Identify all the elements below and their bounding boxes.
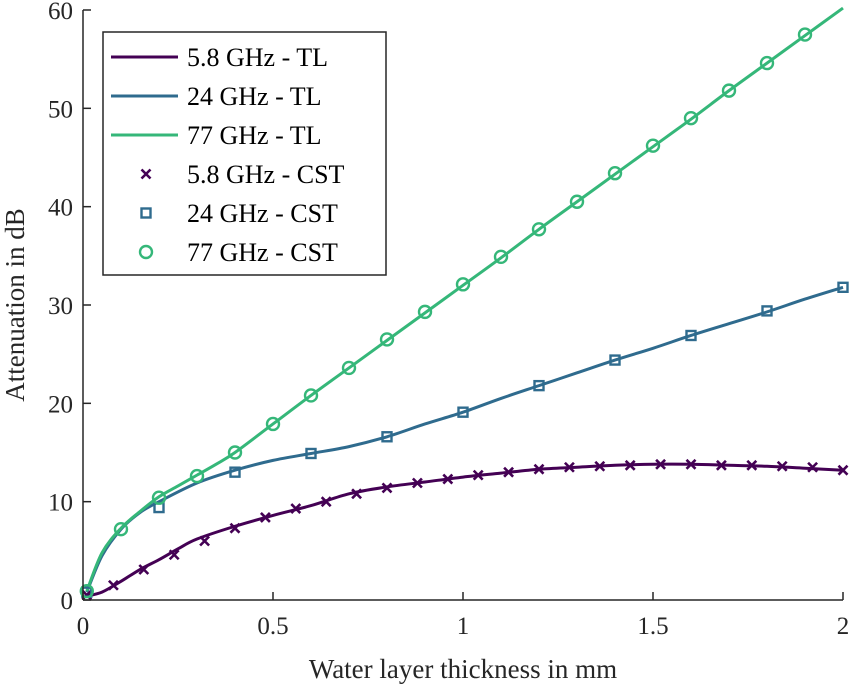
data-point-4-7 [609, 354, 621, 366]
data-point-4-3 [305, 447, 317, 460]
legend-marker-3 [140, 168, 152, 180]
data-point-4-4 [381, 431, 393, 443]
data-point-4-9 [761, 305, 773, 317]
data-point-3-25 [837, 464, 849, 476]
data-point-3-6 [259, 511, 271, 523]
data-point-3-11 [411, 477, 423, 489]
data-point-5-11 [493, 249, 509, 265]
legend-marker-5 [138, 244, 154, 260]
data-point-3-12 [442, 473, 454, 485]
x-tick-label: 1 [457, 613, 470, 640]
legend-label-4: 24 GHz - CST [187, 199, 338, 228]
data-point-3-16 [563, 461, 575, 473]
data-point-5-18 [759, 55, 775, 71]
data-point-4-10 [837, 281, 849, 293]
data-point-5-16 [683, 110, 699, 126]
y-tick-label: 50 [48, 96, 73, 123]
data-point-5-13 [569, 194, 585, 209]
data-point-3-2 [138, 564, 150, 575]
x-tick-label: 0.5 [257, 613, 288, 640]
data-point-5-0 [79, 583, 95, 599]
data-point-3-17 [594, 460, 606, 472]
data-point-4-8 [685, 329, 697, 342]
y-tick-label: 60 [48, 0, 73, 25]
data-point-3-15 [533, 463, 545, 475]
x-tick-label: 2 [837, 613, 850, 640]
series-line-0 [86, 462, 844, 598]
series-line-1 [85, 285, 844, 593]
data-point-3-13 [472, 469, 484, 481]
data-point-3-3 [168, 549, 180, 561]
data-point-5-9 [417, 304, 433, 320]
data-point-3-9 [351, 488, 363, 500]
data-point-5-15 [645, 138, 661, 153]
y-axis-label: Attenuation in dB [0, 208, 30, 401]
data-point-5-14 [607, 166, 623, 181]
data-point-3-8 [320, 496, 332, 508]
legend-label-3: 5.8 GHz - CST [187, 160, 345, 189]
data-point-5-19 [797, 27, 813, 42]
series-line-2 [85, 6, 844, 592]
data-point-5-17 [721, 83, 737, 98]
data-point-3-1 [107, 579, 119, 591]
data-point-5-5 [265, 416, 281, 432]
data-point-3-10 [381, 482, 393, 494]
data-point-5-2 [151, 490, 167, 505]
data-point-4-6 [533, 379, 545, 392]
data-point-5-10 [455, 277, 471, 292]
y-tick-label: 40 [48, 195, 73, 222]
data-point-3-21 [715, 459, 727, 471]
data-point-3-7 [290, 503, 302, 514]
legend-marker-4 [140, 207, 152, 219]
data-point-3-14 [503, 466, 515, 478]
data-point-3-5 [229, 522, 241, 534]
data-point-3-23 [776, 460, 788, 472]
data-point-3-24 [807, 461, 819, 473]
x-tick-label: 1.5 [637, 613, 668, 640]
legend-label-5: 77 GHz - CST [187, 238, 338, 267]
data-point-5-3 [189, 468, 205, 484]
y-tick-label: 10 [48, 490, 73, 517]
legend-label-2: 77 GHz - TL [187, 121, 322, 150]
data-point-3-4 [199, 535, 211, 547]
data-point-3-19 [655, 458, 667, 470]
legend-label-1: 24 GHz - TL [187, 82, 322, 111]
data-point-5-6 [303, 388, 319, 403]
data-point-5-1 [113, 522, 129, 537]
legend-label-0: 5.8 GHz - TL [187, 43, 328, 72]
x-tick-label: 0 [77, 613, 90, 640]
data-point-5-8 [379, 332, 395, 347]
y-tick-label: 30 [48, 293, 73, 320]
data-point-4-2 [229, 466, 241, 478]
data-point-5-4 [227, 445, 243, 460]
legend-box [102, 31, 387, 276]
data-point-3-22 [746, 459, 758, 471]
data-point-4-5 [457, 406, 469, 418]
y-tick-label: 0 [61, 588, 74, 615]
plot-area [79, 6, 849, 601]
legend: 5.8 GHz - TL 24 GHz - TL 77 GHz - TL 5.8 GH… [102, 31, 387, 276]
data-point-3-20 [685, 458, 697, 470]
x-axis-label: Water layer thickness in mm [309, 654, 617, 684]
y-tick-label: 20 [48, 391, 73, 418]
data-point-3-18 [624, 459, 636, 471]
data-point-5-7 [341, 360, 357, 376]
data-point-3-0 [81, 589, 93, 601]
data-point-5-12 [531, 222, 547, 237]
